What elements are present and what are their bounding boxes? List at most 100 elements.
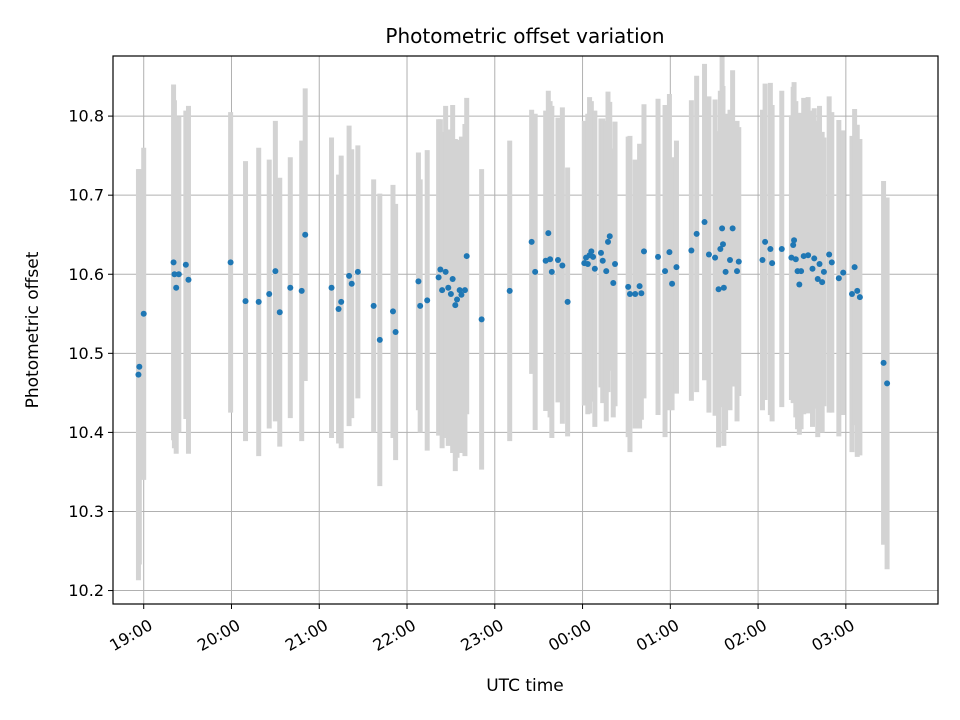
data-point: [717, 245, 724, 252]
data-point: [548, 268, 555, 275]
x-axis-title: UTC time: [486, 676, 564, 696]
y-tick-label: 10.4: [68, 423, 104, 442]
data-point: [545, 230, 552, 237]
data-point: [720, 284, 727, 291]
data-point: [814, 275, 821, 282]
data-point: [798, 268, 805, 275]
data-point: [848, 291, 855, 298]
data-point: [346, 272, 353, 279]
data-point: [338, 298, 345, 305]
data-point: [227, 259, 234, 266]
data-point: [452, 302, 459, 309]
data-point: [734, 268, 741, 275]
data-point: [532, 268, 539, 275]
data-point: [272, 268, 279, 275]
data-point: [705, 251, 712, 258]
data-point: [559, 262, 566, 269]
data-point: [136, 363, 143, 370]
data-point: [463, 253, 470, 260]
data-point: [856, 294, 863, 301]
data-point: [729, 225, 736, 232]
data-point: [528, 238, 535, 245]
data-point: [461, 287, 468, 294]
data-point: [242, 298, 249, 305]
data-point: [182, 261, 189, 268]
data-point: [669, 280, 676, 287]
y-tick-label: 10.5: [68, 344, 104, 363]
data-point: [715, 286, 722, 293]
data-point: [790, 241, 797, 248]
data-point: [854, 287, 861, 294]
data-point: [673, 264, 680, 271]
data-point: [415, 278, 422, 285]
data-point: [809, 265, 816, 272]
data-point: [442, 268, 449, 275]
data-point: [606, 233, 613, 240]
data-point: [835, 275, 842, 282]
data-point: [762, 238, 769, 245]
data-point: [439, 287, 446, 294]
data-point: [445, 284, 452, 291]
data-point: [719, 225, 726, 232]
y-tick-label: 10.2: [68, 581, 104, 600]
data-point: [610, 279, 617, 286]
data-point: [584, 260, 591, 267]
data-point: [458, 291, 465, 298]
data-point: [376, 336, 383, 343]
data-point: [140, 310, 147, 317]
data-point: [588, 248, 595, 255]
data-point: [662, 268, 669, 275]
data-point: [185, 276, 192, 283]
data-point: [719, 241, 726, 248]
data-point: [170, 259, 177, 266]
data-point: [597, 249, 604, 256]
data-point: [173, 284, 180, 291]
data-point: [735, 258, 742, 265]
data-point: [759, 257, 766, 264]
data-point: [417, 302, 424, 309]
data-point: [712, 254, 719, 261]
data-point: [792, 256, 799, 263]
data-point: [392, 328, 399, 335]
data-point: [820, 268, 827, 275]
data-point: [599, 257, 606, 264]
data-point: [171, 271, 178, 278]
data-point: [506, 287, 513, 294]
grid: [113, 56, 938, 604]
data-point: [135, 371, 142, 378]
data-point: [767, 245, 774, 252]
data-point: [626, 291, 633, 298]
data-point: [778, 245, 785, 252]
data-point: [828, 259, 835, 266]
data-point: [456, 287, 463, 294]
data-point: [819, 279, 826, 286]
data-point: [884, 380, 891, 387]
data-point: [328, 284, 335, 291]
data-point: [655, 253, 662, 260]
y-tick-label: 10.7: [68, 186, 104, 205]
data-point: [811, 255, 818, 262]
data-point: [688, 247, 695, 254]
y-tick-label: 10.6: [68, 265, 104, 284]
data-point: [636, 283, 643, 290]
data-point: [389, 308, 396, 315]
data-point: [605, 238, 611, 245]
data-point: [437, 266, 444, 273]
data-points: [135, 219, 891, 387]
data-point: [335, 306, 342, 313]
data-point: [591, 265, 598, 272]
data-point: [640, 248, 647, 255]
data-point: [880, 359, 887, 366]
data-point: [447, 291, 454, 298]
data-point: [726, 257, 733, 264]
data-point: [791, 237, 798, 244]
data-point: [769, 260, 776, 267]
data-point: [370, 302, 377, 309]
data-point: [298, 287, 305, 294]
data-point: [554, 257, 561, 264]
data-point: [638, 290, 645, 297]
data-point: [625, 283, 632, 290]
data-point: [693, 230, 700, 237]
data-point: [287, 284, 294, 291]
data-point: [449, 275, 456, 282]
